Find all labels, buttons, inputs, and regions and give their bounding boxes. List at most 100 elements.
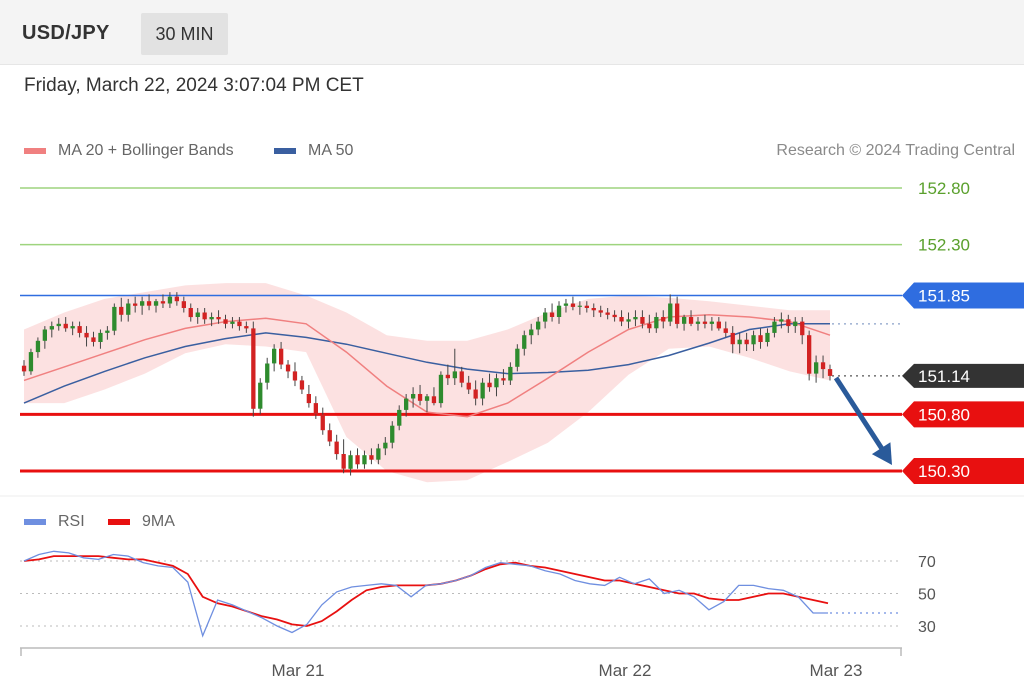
support-tag-4 bbox=[902, 401, 1024, 428]
candle-body bbox=[737, 339, 742, 345]
candle-body bbox=[786, 319, 791, 327]
candle-body bbox=[174, 296, 179, 302]
candle-body bbox=[237, 321, 242, 327]
candle-body bbox=[675, 303, 680, 324]
candle-body bbox=[793, 321, 798, 327]
candle-body bbox=[299, 380, 305, 390]
ma50-line bbox=[23, 323, 830, 404]
rsi-ma-line bbox=[23, 555, 829, 627]
candle-body bbox=[133, 303, 138, 306]
candle-body bbox=[112, 306, 117, 331]
candle-body bbox=[209, 317, 214, 320]
candle-body bbox=[292, 371, 298, 381]
candle-body bbox=[216, 317, 221, 320]
candle-body bbox=[28, 352, 34, 372]
candle-body bbox=[140, 301, 145, 306]
candle-body bbox=[313, 403, 318, 415]
candle-body bbox=[445, 374, 450, 379]
ma20-swatch bbox=[24, 148, 46, 154]
candle-body bbox=[633, 317, 638, 320]
forecast-arrow-shaft bbox=[833, 376, 889, 457]
candle-body bbox=[522, 335, 527, 349]
legend-rsi: RSI bbox=[24, 513, 85, 531]
candle-body bbox=[119, 306, 124, 315]
candle-body bbox=[42, 329, 47, 341]
candle-body bbox=[501, 378, 506, 381]
x-tick-label-0: Mar 21 bbox=[272, 661, 325, 680]
candle-body bbox=[397, 409, 402, 426]
candle-body bbox=[362, 455, 367, 465]
rsi-tick-30: 30 bbox=[918, 619, 936, 636]
candle-body bbox=[556, 305, 562, 317]
candle-body bbox=[341, 454, 346, 469]
resistance-label: 151.85 bbox=[918, 287, 970, 306]
candle-body bbox=[772, 321, 777, 333]
candle-body bbox=[417, 394, 423, 401]
candle-body bbox=[327, 430, 332, 442]
candle-body bbox=[404, 398, 409, 410]
candle-body bbox=[779, 319, 784, 322]
candle-body bbox=[626, 319, 631, 322]
candle-body bbox=[758, 335, 763, 342]
symbol-title: USD/JPY bbox=[22, 22, 110, 44]
candle-body bbox=[508, 366, 513, 381]
candle-body bbox=[744, 339, 749, 345]
rsi-label: RSI bbox=[58, 513, 85, 530]
candle-body bbox=[605, 312, 610, 315]
candle-body bbox=[160, 301, 166, 304]
candle-body bbox=[549, 312, 555, 317]
candle-body bbox=[70, 326, 75, 329]
candle-body bbox=[751, 335, 756, 345]
candle-body bbox=[153, 301, 159, 306]
legend-ma50: MA 50 bbox=[274, 142, 353, 160]
candle-body bbox=[424, 396, 430, 401]
timestamp: Friday, March 22, 2024 3:07:04 PM CET bbox=[24, 75, 364, 96]
candle-body bbox=[654, 317, 659, 329]
candle-body bbox=[230, 321, 235, 324]
interval-button[interactable]: 30 MIN bbox=[141, 13, 228, 55]
support-tag-5 bbox=[902, 458, 1024, 484]
candle-body bbox=[466, 382, 471, 390]
rsi-swatch bbox=[24, 519, 46, 525]
candle-body bbox=[716, 321, 721, 329]
candle-body bbox=[244, 326, 249, 329]
candle-body bbox=[265, 363, 270, 383]
candle-body bbox=[91, 337, 96, 342]
candle-body bbox=[730, 332, 735, 345]
candle-body bbox=[348, 455, 353, 469]
candle-body bbox=[84, 332, 89, 338]
candle-body bbox=[563, 303, 569, 306]
candle-body bbox=[647, 323, 652, 329]
candle-body bbox=[807, 335, 812, 374]
current-price-tag bbox=[902, 363, 1024, 388]
ma20-label: MA 20 + Bollinger Bands bbox=[58, 142, 234, 159]
candle-body bbox=[369, 455, 374, 460]
candle-body bbox=[21, 365, 27, 372]
candle-body bbox=[661, 317, 666, 322]
current-price-label: 151.14 bbox=[918, 367, 970, 386]
header-bar: USD/JPY 30 MIN bbox=[0, 0, 1024, 65]
rsi-ma-label: 9MA bbox=[142, 513, 175, 530]
legend-ma20: MA 20 + Bollinger Bands bbox=[24, 142, 234, 160]
candles-group bbox=[21, 292, 833, 476]
resistance-tag bbox=[902, 282, 1024, 309]
candle-body bbox=[390, 425, 395, 443]
candle-body bbox=[126, 303, 131, 315]
rsi-line bbox=[23, 550, 828, 638]
candle-body bbox=[494, 378, 499, 388]
rsi-tick-70: 70 bbox=[918, 554, 936, 571]
support-label-4: 150.80 bbox=[918, 405, 970, 424]
candle-body bbox=[202, 312, 207, 320]
candle-body bbox=[438, 374, 444, 404]
candle-body bbox=[577, 305, 582, 307]
rsi-tick-50: 50 bbox=[918, 587, 936, 604]
candle-body bbox=[529, 329, 534, 336]
candle-body bbox=[223, 319, 228, 324]
candle-body bbox=[49, 326, 54, 330]
candle-body bbox=[487, 382, 492, 388]
candle-body bbox=[279, 348, 284, 365]
candle-body bbox=[688, 317, 694, 324]
candle-body bbox=[383, 442, 388, 449]
